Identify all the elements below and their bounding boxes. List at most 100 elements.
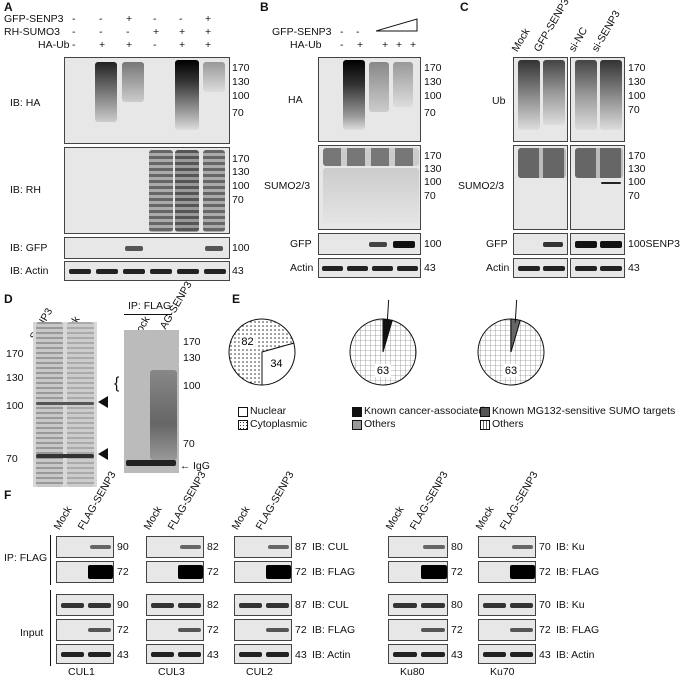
- b-row-label: GFP-SENP3: [272, 26, 332, 38]
- sign: -: [340, 39, 344, 51]
- b-ib-sumo: SUMO2/3: [264, 180, 311, 192]
- mw: 100: [628, 90, 646, 102]
- f-ib-label: IB: Actin: [556, 649, 595, 661]
- mw: 170: [628, 150, 646, 162]
- f-lane-label: Mock: [473, 504, 497, 532]
- c-ib-ub: Ub: [492, 95, 506, 107]
- f-lane-label: Mock: [383, 504, 407, 532]
- mw: 90: [117, 599, 129, 611]
- mw: 87: [295, 599, 307, 611]
- f-input-label: Input: [20, 627, 44, 639]
- mw: 130: [628, 163, 646, 175]
- sign: +: [396, 39, 403, 51]
- mw: 72: [295, 566, 307, 578]
- band: [510, 603, 533, 608]
- band: [96, 269, 118, 274]
- pie-slice: [477, 318, 545, 386]
- legend-label: Others: [492, 418, 524, 430]
- f-blot: [234, 536, 292, 558]
- mw: 170: [628, 62, 646, 74]
- mw: 82: [207, 541, 219, 553]
- f-blot: [234, 594, 292, 616]
- f-blot: [146, 619, 204, 641]
- f-blot: [56, 536, 114, 558]
- sign: -: [72, 39, 76, 51]
- mw: 130: [232, 166, 250, 178]
- band: [266, 565, 291, 579]
- mw: 70: [539, 541, 551, 553]
- c-ib-sumo: SUMO2/3: [458, 180, 505, 192]
- mw: 170: [232, 153, 250, 165]
- band: [421, 603, 445, 608]
- f-lane-label: Mock: [229, 504, 253, 532]
- sign: -: [179, 13, 183, 25]
- legend-label: Cytoplasmic: [250, 418, 308, 430]
- c-blot-gfp-right: [570, 233, 625, 255]
- mw: 170: [424, 62, 442, 74]
- mw: 100: [232, 242, 250, 254]
- band: [421, 652, 445, 657]
- band: [180, 545, 201, 549]
- arrowhead-icon: [98, 396, 108, 408]
- legend-swatch: [352, 407, 362, 417]
- legend-label: Nuclear: [250, 405, 287, 417]
- sign: +: [410, 39, 417, 51]
- band: [266, 652, 289, 657]
- mw: 100: [424, 176, 442, 188]
- mw: 43: [117, 649, 129, 661]
- band: [483, 652, 506, 657]
- a-blot-rh: [64, 147, 230, 234]
- c-ib-actin: Actin: [486, 262, 510, 274]
- pie-slice: [349, 318, 417, 386]
- mw: 43: [539, 649, 551, 661]
- f-ib-label: IB: Ku: [556, 599, 585, 611]
- legend-swatch: [480, 420, 490, 430]
- mw: 70: [628, 190, 640, 202]
- band: [239, 603, 262, 608]
- band: [178, 603, 201, 608]
- d-bracket: {: [114, 375, 120, 392]
- e-pies: 8234363363: [228, 300, 545, 386]
- mw: 100: [6, 400, 24, 412]
- mw: 72: [539, 624, 551, 636]
- mw: 70: [628, 104, 640, 116]
- panel-label-a: A: [4, 0, 13, 14]
- f-lane-label: Mock: [51, 504, 75, 532]
- mw: 130: [232, 76, 250, 88]
- band: [372, 266, 393, 271]
- band: [88, 652, 111, 657]
- label-bg: [375, 364, 391, 378]
- f-ib-label: IB: FLAG: [556, 624, 600, 636]
- band: [510, 565, 535, 579]
- f-lane-label: Mock: [141, 504, 165, 532]
- legend-swatch: [238, 420, 248, 430]
- band: [88, 628, 111, 632]
- sign: -: [340, 26, 344, 38]
- f-blot: [146, 594, 204, 616]
- band: [178, 565, 203, 579]
- mw: 72: [207, 624, 219, 636]
- c-lane-label: GFP-SENP3: [531, 0, 572, 54]
- b-ib-actin: Actin: [290, 262, 314, 274]
- mw: 130: [628, 76, 646, 88]
- mw: 72: [451, 624, 463, 636]
- f-blot: [234, 561, 292, 583]
- f-lane-label: FLAG-SENP3: [165, 469, 209, 532]
- f-blot: [478, 644, 536, 664]
- f-blot: [234, 619, 292, 641]
- mw: 80: [451, 541, 463, 553]
- mw: 70: [424, 107, 436, 119]
- mw: 130: [183, 352, 201, 364]
- panel-label-c: C: [460, 0, 469, 14]
- c-blot-sumo-right: [570, 145, 625, 230]
- f-ib-label: IB: FLAG: [312, 566, 356, 578]
- mw: 70: [183, 438, 195, 450]
- band: [69, 269, 91, 274]
- sign: -: [126, 26, 130, 38]
- f-blot: [56, 594, 114, 616]
- f-blot: [146, 536, 204, 558]
- legend-swatch: [352, 420, 362, 430]
- mw: 43: [232, 265, 244, 277]
- sign: +: [205, 13, 212, 25]
- c-blot-ub-right: [570, 57, 625, 142]
